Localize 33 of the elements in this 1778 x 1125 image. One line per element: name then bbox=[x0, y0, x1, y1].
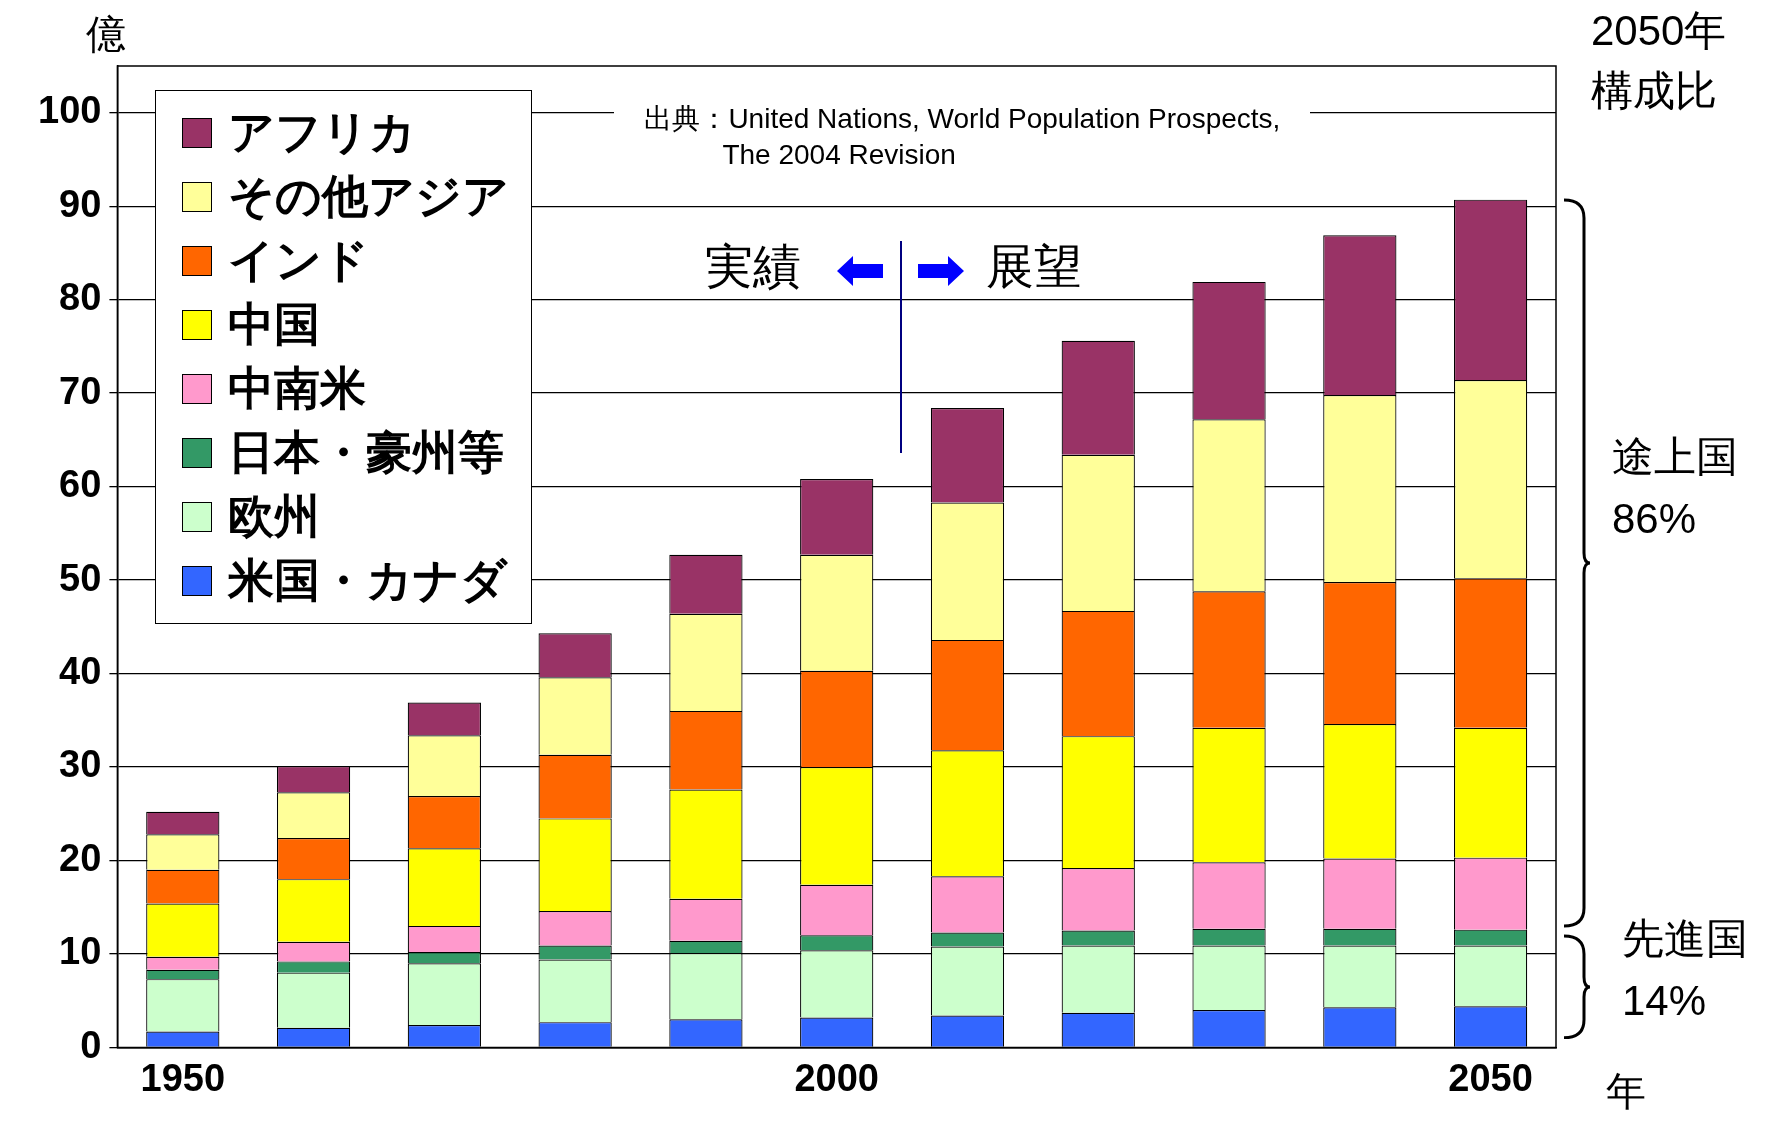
x-axis-title: 年 bbox=[1606, 1068, 1646, 1116]
legend-label: 中南米 bbox=[228, 361, 367, 416]
x-tick-label: 2050 bbox=[1448, 1056, 1533, 1099]
text: 2050年 bbox=[1591, 6, 1727, 56]
annotation: 出典：United Nations, World Population Prospects, The 2004 Revision bbox=[644, 102, 1281, 173]
y-tick-label: 70 bbox=[59, 369, 102, 412]
y-tick-label: 80 bbox=[59, 276, 102, 319]
text: 先進国 bbox=[1622, 914, 1748, 964]
text: 14% bbox=[1622, 976, 1707, 1026]
legend-label: その他アジア bbox=[228, 169, 510, 224]
y-axis-title: 億 bbox=[86, 11, 126, 58]
x-tick-label: 1950 bbox=[140, 1056, 226, 1099]
y-tick-label: 60 bbox=[59, 463, 102, 506]
text: 途上国 bbox=[1612, 432, 1738, 482]
legend-label: 米国・カナダ bbox=[228, 553, 508, 608]
legend-label: 欧州 bbox=[228, 489, 321, 544]
legend-label: インド bbox=[228, 233, 370, 288]
legend-label: アフリカ bbox=[228, 105, 417, 160]
text: 86% bbox=[1612, 494, 1697, 544]
y-tick-label: 100 bbox=[38, 89, 102, 132]
y-tick-label: 30 bbox=[59, 743, 102, 786]
annotation: 実績 bbox=[705, 239, 801, 295]
legend-label: 中国 bbox=[228, 297, 321, 352]
y-tick-label: 90 bbox=[59, 182, 102, 225]
y-tick-label: 0 bbox=[80, 1023, 102, 1066]
y-tick-label: 10 bbox=[59, 930, 102, 973]
y-tick-label: 50 bbox=[59, 556, 102, 599]
text: 構成比 bbox=[1591, 66, 1717, 116]
annotation: 展望 bbox=[986, 239, 1082, 295]
y-tick-label: 20 bbox=[59, 836, 102, 879]
x-tick-label: 2000 bbox=[794, 1056, 879, 1099]
legend-label: 日本・豪州等 bbox=[228, 425, 505, 480]
y-tick-label: 40 bbox=[59, 650, 102, 693]
